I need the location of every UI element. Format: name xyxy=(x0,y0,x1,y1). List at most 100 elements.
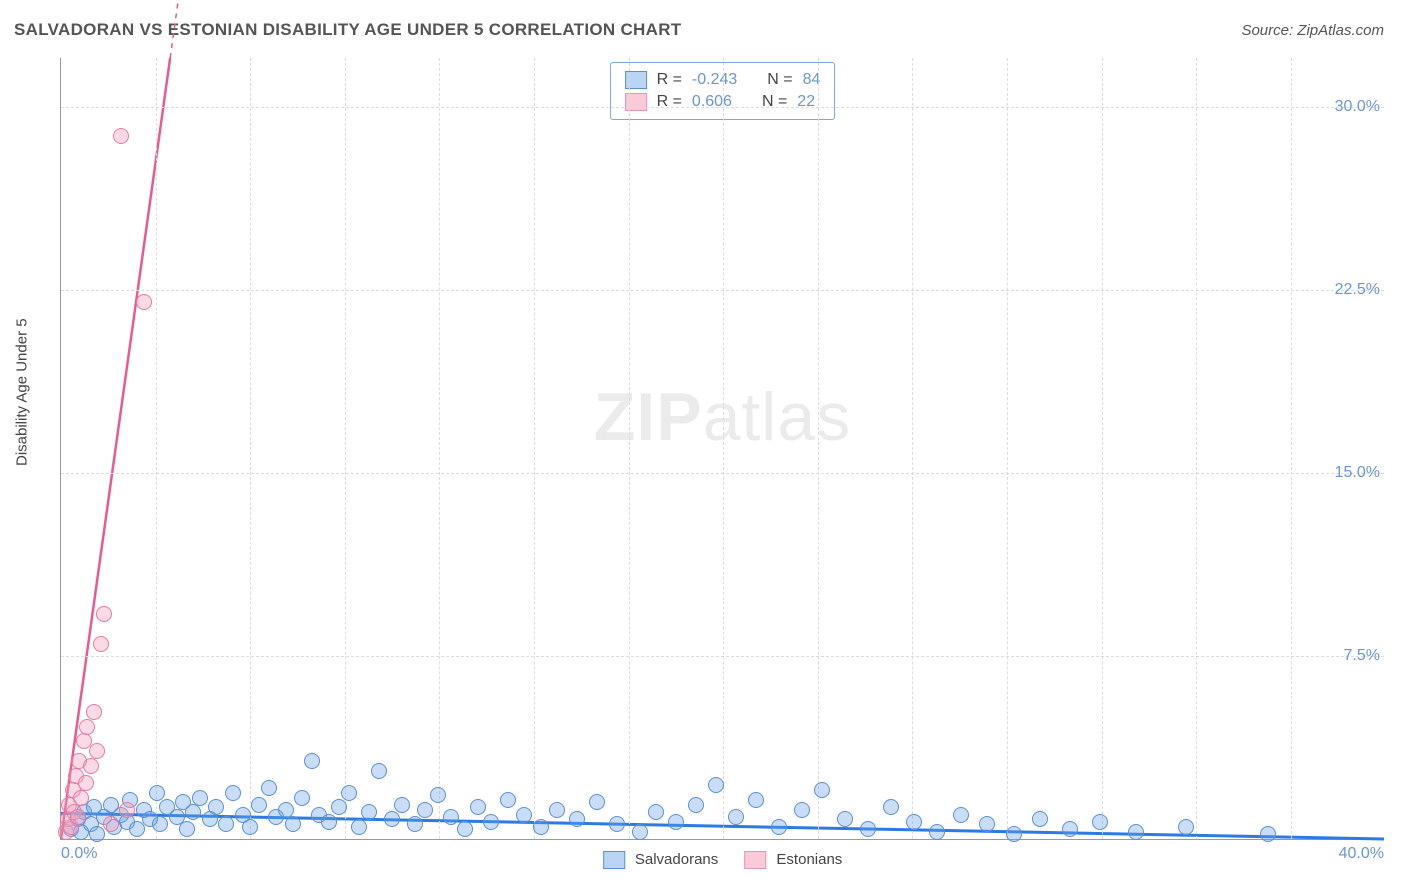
data-point xyxy=(837,811,853,827)
gridline-v xyxy=(912,58,913,839)
data-point xyxy=(341,785,357,801)
gridline-v xyxy=(534,58,535,839)
legend-n-value: 22 xyxy=(797,93,815,111)
legend-swatch-icon xyxy=(744,851,766,869)
legend-item-label: Salvadorans xyxy=(635,851,718,868)
gridline-v xyxy=(439,58,440,839)
data-point xyxy=(86,704,102,720)
data-point xyxy=(285,816,301,832)
data-point xyxy=(192,790,208,806)
gridline-v xyxy=(1291,58,1292,839)
data-point xyxy=(208,799,224,815)
data-point xyxy=(152,816,168,832)
gridline-v xyxy=(1007,58,1008,839)
chart-container: SALVADORAN VS ESTONIAN DISABILITY AGE UN… xyxy=(0,0,1406,892)
legend-r-value: 0.606 xyxy=(692,93,732,111)
data-point xyxy=(1032,811,1048,827)
data-point xyxy=(771,819,787,835)
data-point xyxy=(516,807,532,823)
data-point xyxy=(136,294,152,310)
data-point xyxy=(89,743,105,759)
data-point xyxy=(533,819,549,835)
data-point xyxy=(78,775,94,791)
data-point xyxy=(407,816,423,832)
legend-item-salvadorans: Salvadorans xyxy=(603,851,719,869)
data-point xyxy=(179,821,195,837)
gridline-v xyxy=(156,58,157,839)
data-point xyxy=(225,785,241,801)
data-point xyxy=(430,787,446,803)
data-point xyxy=(569,811,585,827)
y-tick-label: 22.5% xyxy=(1335,281,1380,299)
gridline-v xyxy=(1102,58,1103,839)
data-point xyxy=(748,792,764,808)
legend-r-value: -0.243 xyxy=(692,71,737,89)
source-label: Source: ZipAtlas.com xyxy=(1241,22,1384,39)
y-tick-label: 30.0% xyxy=(1335,98,1380,116)
gridline-v xyxy=(250,58,251,839)
data-point xyxy=(79,719,95,735)
data-point xyxy=(321,814,337,830)
gridline-v xyxy=(345,58,346,839)
data-point xyxy=(331,799,347,815)
gridline-v xyxy=(1196,58,1197,839)
data-point xyxy=(96,606,112,622)
legend-swatch-icon xyxy=(603,851,625,869)
plot-area: ZIPatlas R = -0.243 N = 84 R = 0.606 N = xyxy=(60,58,1384,840)
data-point xyxy=(483,814,499,830)
data-point xyxy=(185,804,201,820)
chart-wrap: Disability Age Under 5 ZIPatlas R = -0.2… xyxy=(14,50,1384,882)
data-point xyxy=(648,804,664,820)
data-point xyxy=(794,802,810,818)
data-point xyxy=(304,753,320,769)
data-point xyxy=(549,802,565,818)
data-point xyxy=(814,782,830,798)
data-point xyxy=(113,128,129,144)
data-point xyxy=(1178,819,1194,835)
data-point xyxy=(728,809,744,825)
data-point xyxy=(688,797,704,813)
data-point xyxy=(73,790,89,806)
data-point xyxy=(218,816,234,832)
data-point xyxy=(609,816,625,832)
data-point xyxy=(1260,826,1276,842)
data-point xyxy=(351,819,367,835)
data-point xyxy=(1062,821,1078,837)
y-axis-label: Disability Age Under 5 xyxy=(14,318,31,466)
legend-r-label: R = xyxy=(657,93,682,111)
y-tick-label: 15.0% xyxy=(1335,464,1380,482)
data-point xyxy=(979,816,995,832)
legend-n-label: N = xyxy=(767,71,792,89)
data-point xyxy=(149,785,165,801)
data-point xyxy=(443,809,459,825)
data-point xyxy=(70,809,86,825)
data-point xyxy=(457,821,473,837)
data-point xyxy=(261,780,277,796)
data-point xyxy=(371,763,387,779)
chart-title: SALVADORAN VS ESTONIAN DISABILITY AGE UN… xyxy=(14,20,681,40)
data-point xyxy=(668,814,684,830)
gridline-v xyxy=(723,58,724,839)
data-point xyxy=(119,802,135,818)
legend-item-label: Estonians xyxy=(776,851,842,868)
xmax-tick-label: 40.0% xyxy=(1339,845,1384,863)
legend-r-label: R = xyxy=(657,71,682,89)
data-point xyxy=(906,814,922,830)
data-point xyxy=(394,797,410,813)
data-point xyxy=(384,811,400,827)
gridline-v xyxy=(629,58,630,839)
gridline-v xyxy=(818,58,819,839)
data-point xyxy=(242,819,258,835)
data-point xyxy=(589,794,605,810)
data-point xyxy=(953,807,969,823)
data-point xyxy=(278,802,294,818)
legend-n-label: N = xyxy=(762,93,787,111)
origin-tick-label: 0.0% xyxy=(61,845,97,863)
data-point xyxy=(361,804,377,820)
data-point xyxy=(417,802,433,818)
data-point xyxy=(860,821,876,837)
data-point xyxy=(251,797,267,813)
data-point xyxy=(470,799,486,815)
data-point xyxy=(83,758,99,774)
data-point xyxy=(632,824,648,840)
